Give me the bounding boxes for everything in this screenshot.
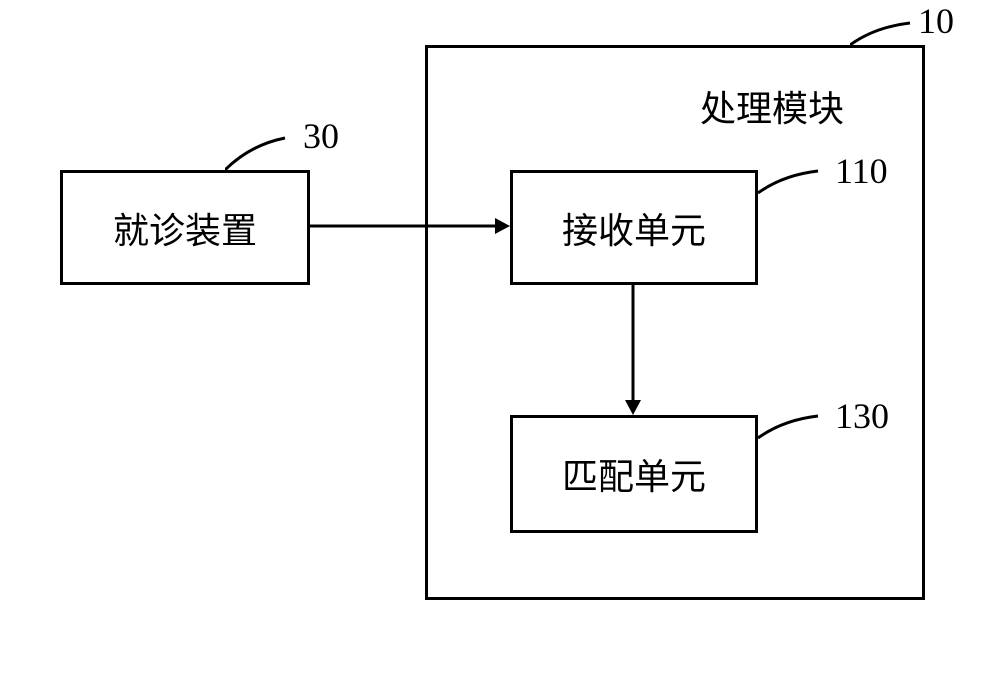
processing-module-title: 处理模块 [700,80,844,132]
consultation-device-box: 就诊装置 [60,170,310,285]
leader-line-110 [758,165,828,200]
arrow-consultation-to-receiving [310,210,510,240]
consultation-device-label: 就诊装置 [113,202,257,254]
label-130: 130 [835,395,889,437]
arrow-receiving-to-matching [618,285,648,415]
leader-line-130 [758,410,828,445]
leader-line-10 [850,15,920,50]
receiving-unit-box: 接收单元 [510,170,758,285]
matching-unit-box: 匹配单元 [510,415,758,533]
label-110: 110 [835,150,888,192]
block-diagram: 处理模块 10 就诊装置 30 接收单元 110 匹配单元 130 [0,0,1000,675]
leader-line-30 [225,130,295,172]
label-30: 30 [303,115,339,157]
label-10: 10 [918,0,954,42]
receiving-unit-label: 接收单元 [562,202,706,254]
matching-unit-label: 匹配单元 [562,448,706,500]
